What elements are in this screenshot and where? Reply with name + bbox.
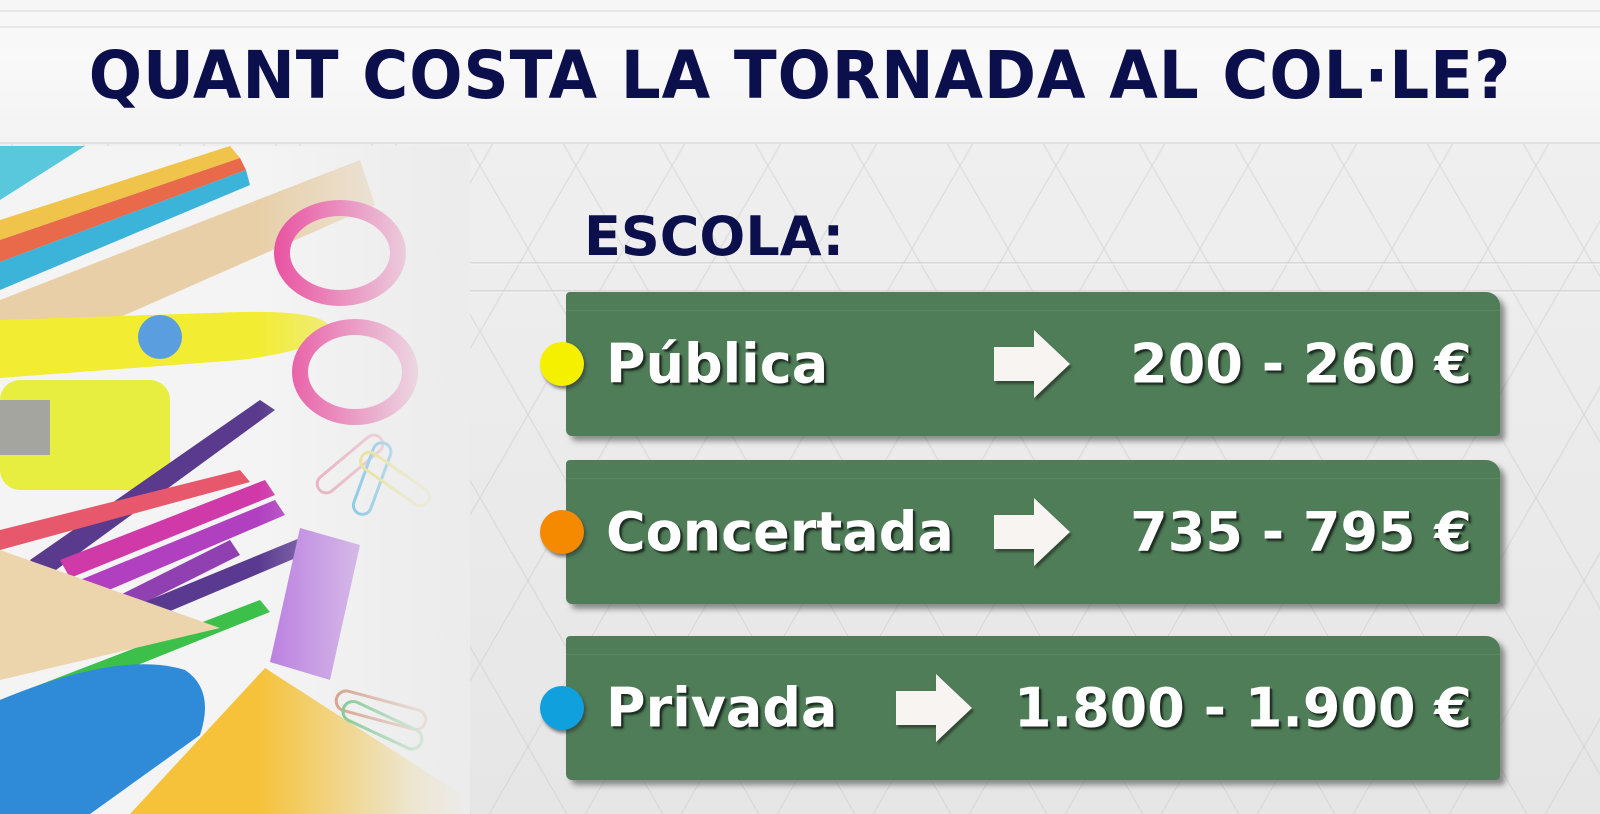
background-line bbox=[0, 262, 1600, 265]
cost-row-concertada: Concertada 735 - 795 € bbox=[540, 460, 1500, 604]
row-sheen bbox=[566, 310, 1500, 311]
page-title: QUANT COSTA LA TORNADA AL COL·LE? bbox=[88, 37, 1512, 114]
section-title: ESCOLA: bbox=[584, 205, 845, 268]
arrow-right-icon bbox=[994, 498, 1070, 566]
header-banner: QUANT COSTA LA TORNADA AL COL·LE? bbox=[0, 0, 1600, 144]
arrow-right-icon bbox=[994, 330, 1070, 398]
row-value: 200 - 260 € bbox=[1130, 332, 1472, 396]
row-value: 1.800 - 1.900 € bbox=[1014, 676, 1472, 740]
school-supplies-image bbox=[0, 146, 470, 814]
header-line bbox=[0, 10, 1600, 12]
yellow-bullet-icon bbox=[540, 342, 584, 386]
cost-row-privada: Privada 1.800 - 1.900 € bbox=[540, 636, 1500, 780]
header-line bbox=[0, 26, 1600, 28]
row-label: Privada bbox=[606, 676, 838, 740]
school-supplies-illustration bbox=[0, 146, 470, 814]
row-label: Pública bbox=[606, 332, 829, 396]
row-value: 735 - 795 € bbox=[1130, 500, 1472, 564]
orange-bullet-icon bbox=[540, 510, 584, 554]
background-line bbox=[0, 290, 1600, 293]
row-label: Concertada bbox=[606, 500, 954, 564]
blue-bullet-icon bbox=[540, 686, 584, 730]
arrow-right-icon bbox=[896, 674, 972, 742]
row-sheen bbox=[566, 478, 1500, 479]
cost-row-publica: Pública 200 - 260 € bbox=[540, 292, 1500, 436]
row-sheen bbox=[566, 654, 1500, 655]
